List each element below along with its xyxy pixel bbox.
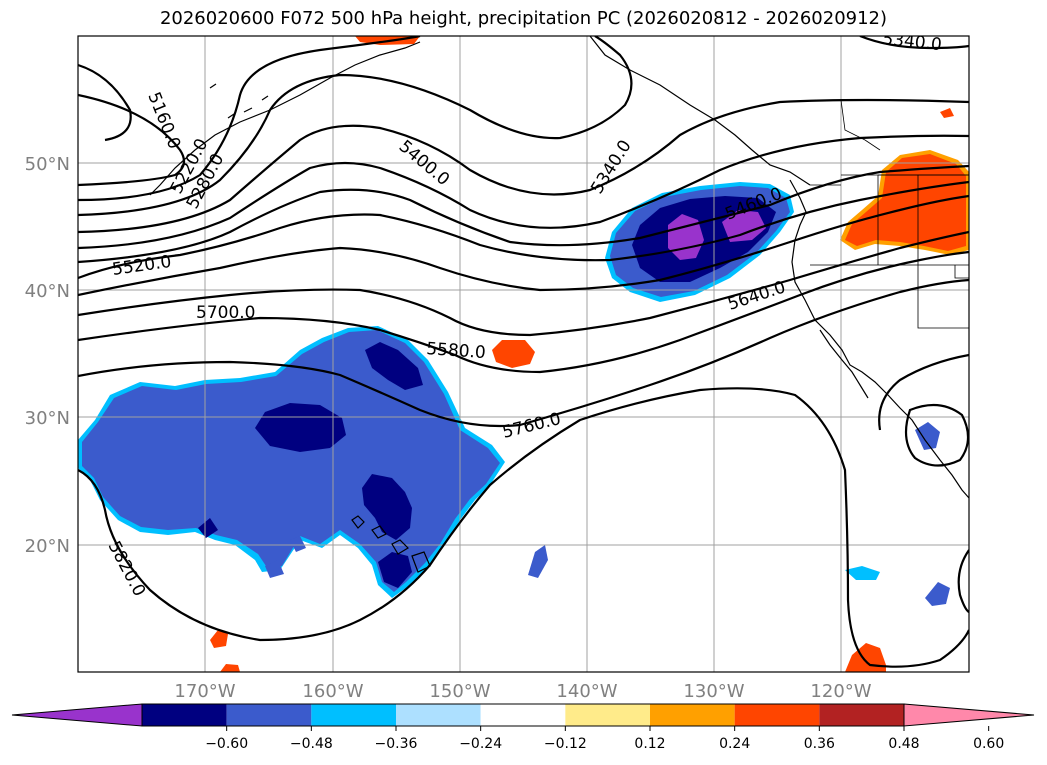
contour-5280	[78, 36, 633, 217]
contour-5220b	[78, 36, 421, 202]
precip-neg-small-4	[915, 422, 940, 450]
colorbar-frame	[141, 703, 905, 727]
contour-5820	[878, 353, 969, 431]
precip-core-3	[362, 474, 412, 540]
colorbar-swatch	[819, 704, 904, 726]
contour-5580a	[78, 194, 969, 297]
precip-positive-small-3	[940, 108, 954, 118]
precip-core-2	[365, 342, 423, 390]
colorbar-swatch	[142, 704, 227, 726]
lon-tick-label: 120°W	[810, 681, 871, 702]
precip-core-1	[255, 403, 346, 452]
contour-5160	[78, 63, 132, 142]
precip-neg-small-5	[290, 536, 306, 552]
lat-tick-label: 50°N	[25, 154, 70, 175]
precip-positive-western-us-core	[845, 154, 966, 251]
precip-core-4	[378, 552, 412, 588]
longitude-labels: 170°W 160°W 150°W 140°W 130°W 120°W	[174, 681, 871, 702]
colorbar-tick-label: 0.24	[719, 736, 750, 752]
coast-hawaii-2	[371, 525, 387, 539]
coast-aleutian-islands	[209, 83, 269, 119]
precip-neg-small-2	[845, 566, 880, 580]
contour-5400	[78, 134, 969, 250]
coast-alaska-panhandle	[589, 36, 811, 186]
colorbar-tick-label: 0.48	[888, 736, 919, 752]
latitude-labels: 50°N 40°N 30°N 20°N	[25, 154, 70, 557]
colorbar-tick-label: 0.36	[804, 736, 835, 752]
contour-label: 5340.0	[881, 29, 942, 55]
contour-label: 5700.0	[196, 303, 255, 323]
lon-tick-label: 130°W	[683, 681, 744, 702]
lat-tick-label: 20°N	[25, 536, 70, 557]
colorbar: −0.60 −0.48 −0.36 −0.24 −0.12 0.12 0.24 0.36 0.4…	[11, 703, 1035, 752]
precip-core-5	[198, 518, 218, 538]
contour-5760	[78, 387, 969, 668]
colorbar-tick-label: −0.36	[375, 736, 418, 752]
contour-5700	[78, 278, 969, 428]
precip-positive-pacific-1	[492, 340, 535, 368]
lon-tick-label: 160°W	[302, 681, 363, 702]
contour-5580b	[78, 230, 969, 337]
precip-core-ne-1	[668, 214, 704, 260]
lon-tick-label: 170°W	[174, 681, 235, 702]
contour-5820-se	[957, 549, 969, 613]
precip-positive-small-1	[210, 630, 228, 648]
colorbar-tick-label: 0.12	[634, 736, 665, 752]
colorbar-swatch	[734, 704, 820, 726]
map-gridlines	[78, 36, 969, 672]
contour-5340	[78, 98, 969, 234]
contour-5460	[78, 164, 969, 264]
colorbar-swatch	[650, 704, 735, 726]
colorbar-tick-label: −0.48	[290, 736, 333, 752]
lon-tick-label: 150°W	[429, 681, 490, 702]
colorbar-tick-label: −0.60	[205, 736, 248, 752]
colorbar-tick-label: 0.60	[973, 736, 1004, 752]
contour-5640	[78, 250, 969, 374]
contour-5820-circle	[904, 403, 969, 467]
coast-hawaii-3	[391, 539, 409, 555]
colorbar-tick-label: −0.12	[544, 736, 587, 752]
precip-neg-small-6	[265, 560, 284, 578]
colorbar-swatch	[226, 704, 312, 726]
lon-tick-label: 140°W	[556, 681, 617, 702]
colorbar-swatch	[480, 704, 566, 726]
precip-core-ne-2	[722, 210, 766, 242]
coast-north-america-west	[789, 179, 969, 499]
contour-5340-top	[859, 36, 969, 50]
coast-baja	[819, 329, 869, 399]
precip-shading	[78, 36, 969, 672]
colorbar-swatch	[565, 704, 650, 726]
colorbar-extend-high	[903, 703, 1035, 727]
lat-tick-label: 30°N	[25, 408, 70, 429]
contour-label: 5580.0	[426, 339, 487, 363]
lat-tick-label: 40°N	[25, 281, 70, 302]
map-title: 2026020600 F072 500 hPa height, precipit…	[159, 8, 888, 29]
precip-neg-small-1	[528, 545, 548, 578]
precip-neg-small-3	[925, 582, 950, 606]
colorbar-swatch	[311, 704, 396, 726]
map-frame	[77, 35, 970, 673]
colorbar-swatch	[396, 704, 481, 726]
height-contours	[78, 36, 969, 668]
colorbar-extend-low	[11, 703, 143, 727]
contour-5520	[78, 180, 969, 280]
coast-hawaii-1	[351, 515, 365, 529]
contour-5220a	[78, 93, 186, 187]
colorbar-tick-label: −0.24	[459, 736, 502, 752]
precip-positive-small-2	[220, 664, 240, 672]
